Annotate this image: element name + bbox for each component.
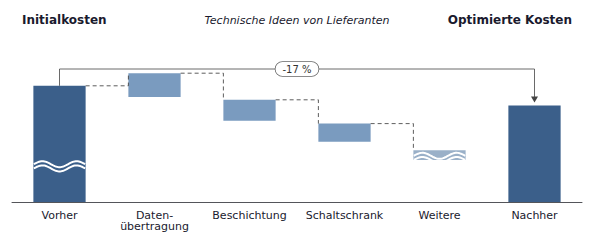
svg-text:-17 %: -17 % xyxy=(282,64,311,75)
svg-text:Technische Ideen von Lieferant: Technische Ideen von Lieferanten xyxy=(204,14,389,27)
svg-text:Weitere: Weitere xyxy=(418,209,460,222)
svg-text:Schaltschrank: Schaltschrank xyxy=(306,209,384,222)
svg-text:Optimierte Kosten: Optimierte Kosten xyxy=(448,13,572,27)
svg-text:Nachher: Nachher xyxy=(511,209,558,222)
svg-text:Beschichtung: Beschichtung xyxy=(212,209,286,222)
svg-text:Initialkosten: Initialkosten xyxy=(22,13,107,27)
svg-text:Vorher: Vorher xyxy=(42,209,78,222)
svg-text:Daten-: Daten- xyxy=(135,209,174,222)
svg-text:übertragung: übertragung xyxy=(120,220,189,233)
